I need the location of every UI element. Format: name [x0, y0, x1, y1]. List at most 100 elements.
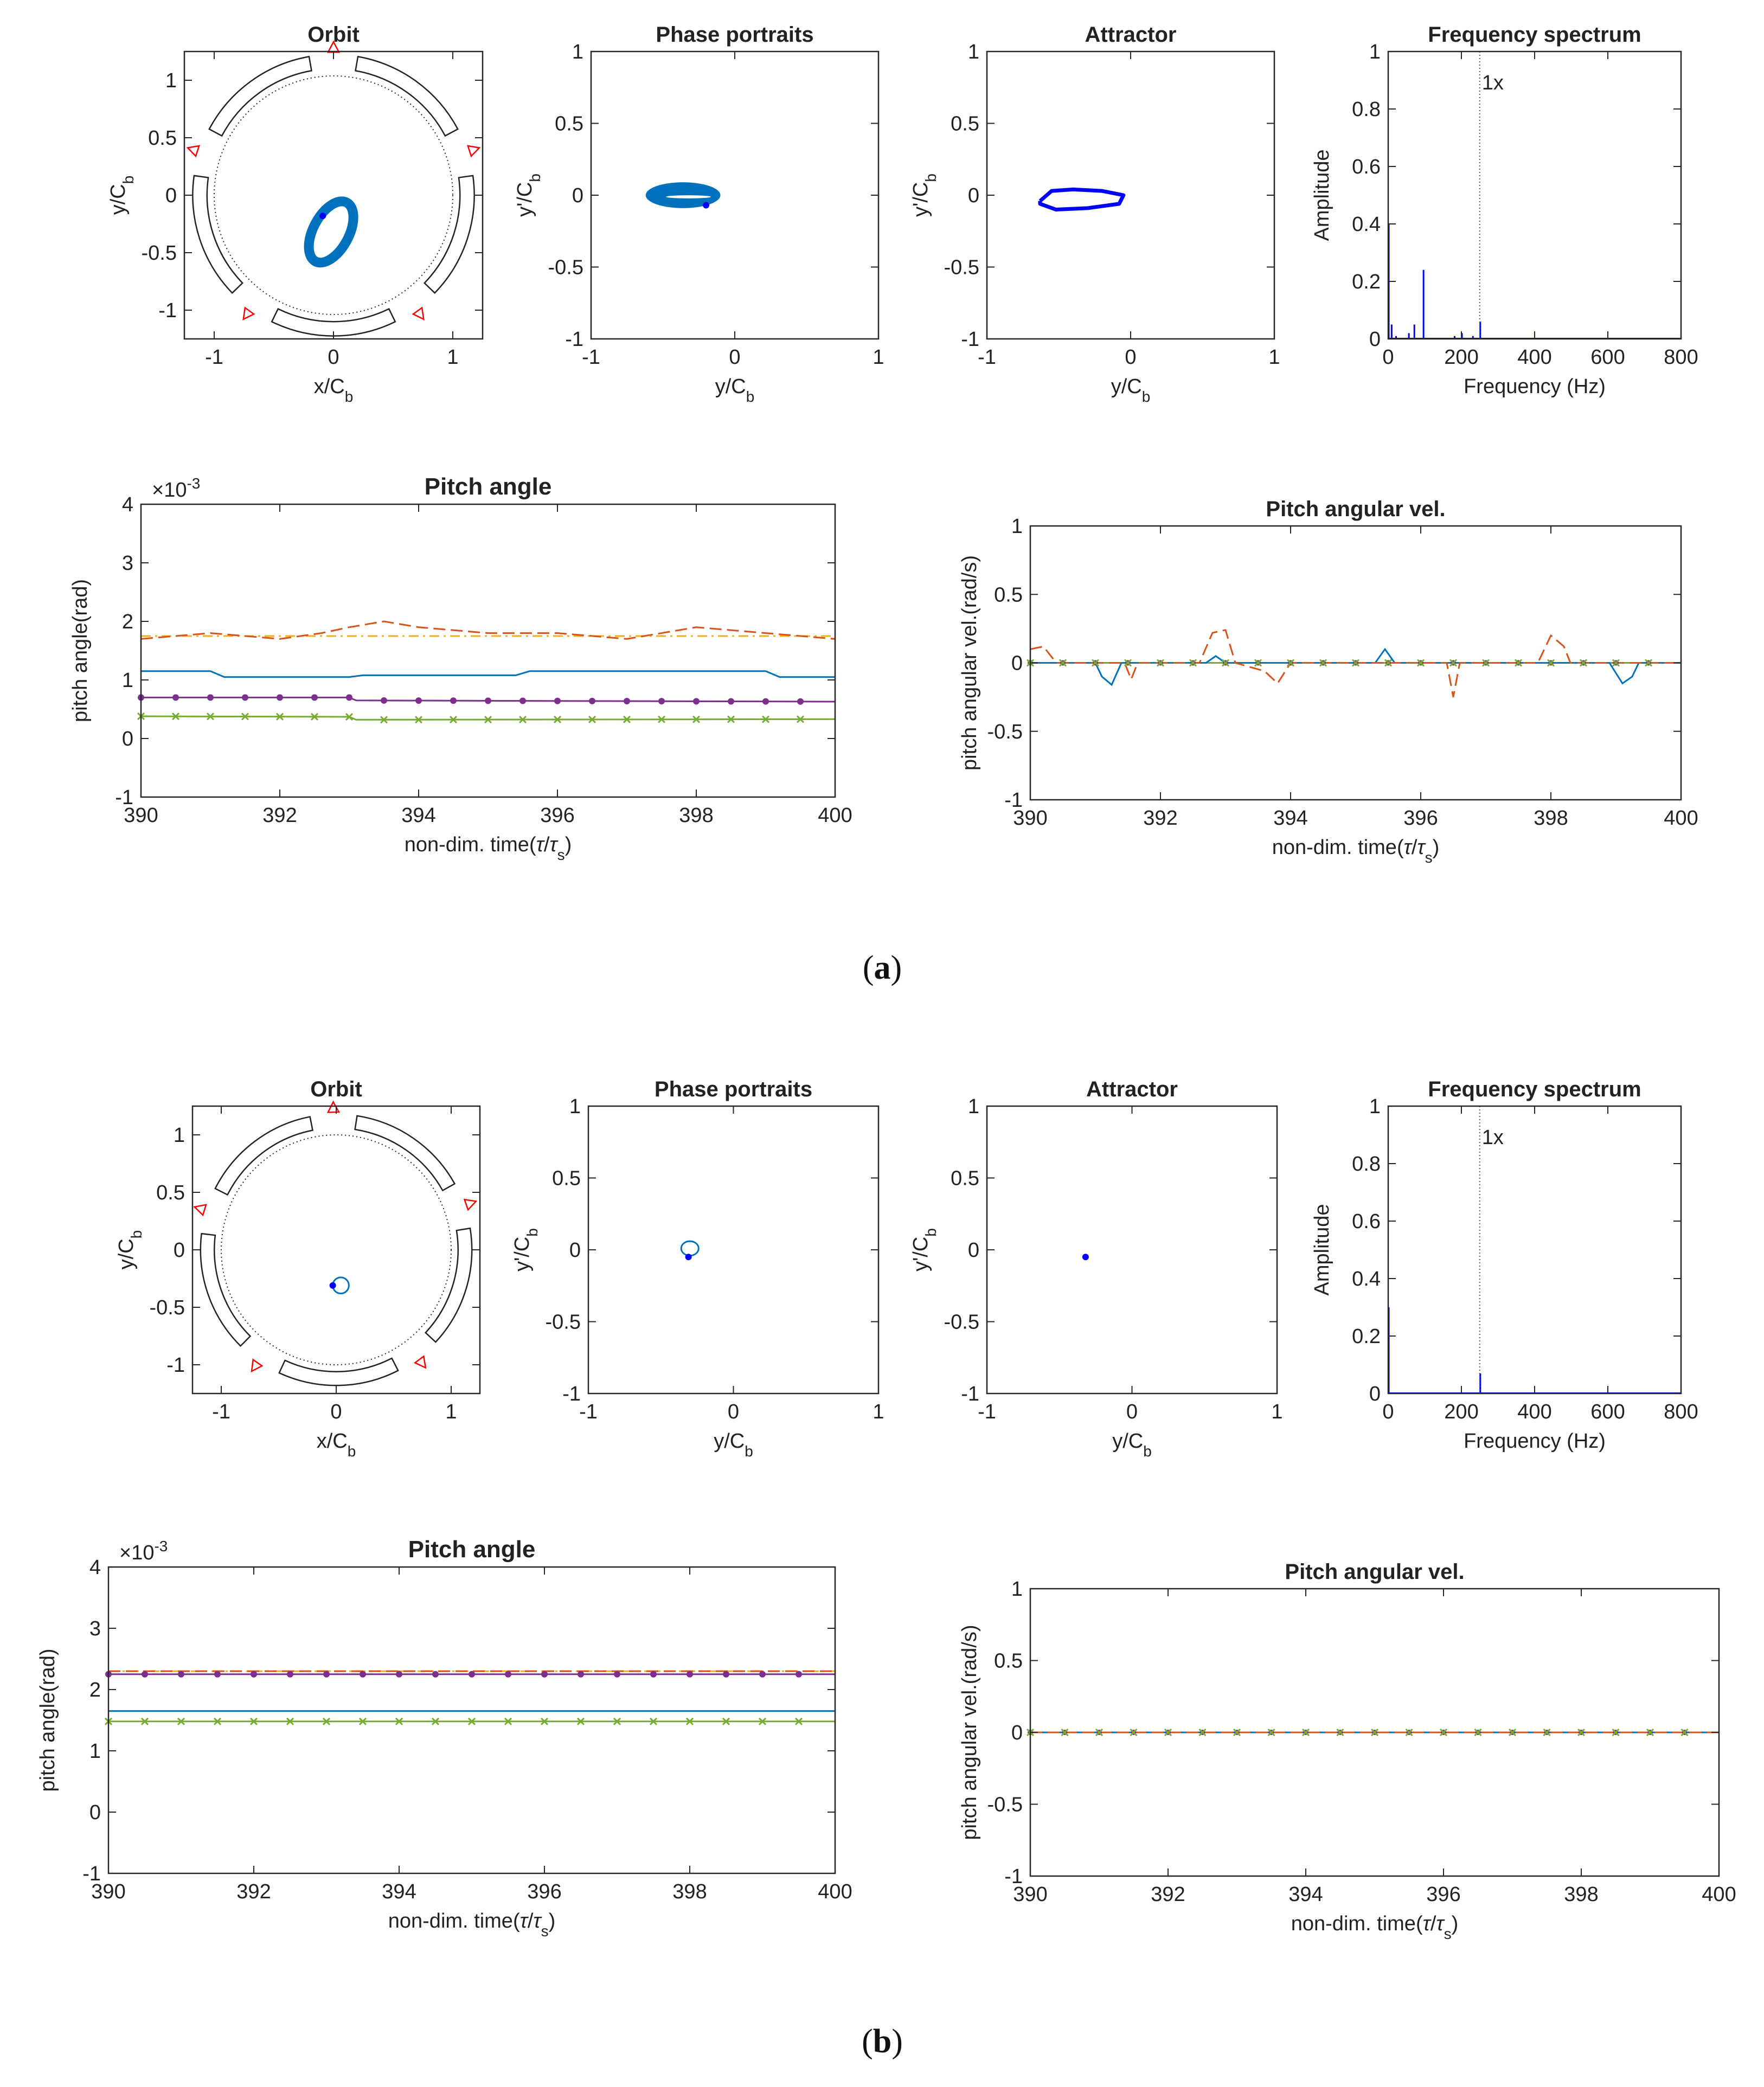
x-tick-label: 390: [91, 1880, 125, 1903]
y-tick-label: 3: [122, 552, 133, 575]
y-tick-label: 0.5: [148, 127, 177, 150]
y-tick-label: -0.5: [150, 1296, 185, 1319]
x-tick-label: 392: [1151, 1883, 1185, 1906]
pitch-marker-cross: [171, 712, 180, 721]
pitch-marker-cross: [380, 716, 388, 724]
phase-trace: [680, 1240, 700, 1257]
x-axis-label-main: y/C: [1112, 1430, 1143, 1453]
y-tick-label: 4: [89, 1556, 101, 1579]
y-tick-label: -0.5: [987, 1794, 1023, 1816]
pitch-marker-cross: [449, 716, 458, 724]
pad-marker: [193, 1204, 207, 1217]
pitch-marker-dot: [251, 1671, 257, 1678]
y-axis-label: pitch angular vel.(rad/s): [958, 555, 981, 770]
x-tick-label: 390: [1013, 807, 1047, 830]
x-tick-label: 1: [447, 346, 458, 369]
pitch-marker-dot: [589, 697, 595, 704]
pitch-marker-dot: [396, 1671, 402, 1678]
pitch-marker-dot: [519, 697, 526, 704]
pitch-marker-cross: [213, 1717, 222, 1725]
pitch-marker-dot: [796, 1671, 802, 1678]
axes-box: [986, 50, 1275, 340]
bearing-pad: [192, 175, 244, 294]
axes-box: [986, 1105, 1278, 1395]
x-tick-label: 200: [1444, 1401, 1478, 1423]
x-tick-label: 0: [330, 1401, 342, 1423]
x-axis-label: y/Cb: [714, 1430, 753, 1460]
y-exponent: ×10-3: [152, 475, 200, 502]
bearing-pad: [271, 307, 396, 337]
y-axis-label-main: y/C: [107, 184, 130, 215]
pitch-marker-cross: [657, 715, 666, 723]
pitch-marker-dot: [723, 1671, 729, 1678]
x-tick-label: 0: [1125, 346, 1136, 369]
x-tick-label: 0: [328, 346, 339, 369]
pitch-marker-cross: [758, 1717, 767, 1725]
x-tick-label: 394: [1273, 807, 1307, 830]
x-axis-label-main: x/C: [314, 375, 345, 398]
velocity-marker-cross: [1370, 1728, 1379, 1737]
pitch-marker-cross: [553, 715, 562, 724]
x-tick-label: 800: [1664, 1401, 1698, 1423]
caption-close: ): [891, 949, 902, 986]
caption-letter: b: [873, 2023, 891, 2060]
x-tick-label: -1: [978, 1401, 996, 1423]
y-axis-label: y'/Cb: [511, 1228, 541, 1272]
x-axis-label-sub: s: [1444, 1925, 1452, 1942]
harmonic-marker-label: 1x: [1482, 72, 1504, 94]
x-tick-label: -1: [582, 346, 600, 369]
pitch-marker-dot: [415, 697, 422, 704]
y-tick-label: 0: [1369, 1383, 1381, 1405]
spectrum-chart: 1x 0 200 400 600 800 1 0.8 0.6 0.4 0.2 0 Frequency s…: [1311, 23, 1698, 398]
y-tick-label: -1: [562, 1383, 581, 1405]
y-tick-label: 1: [572, 41, 583, 63]
velocity-marker-cross: [1091, 659, 1100, 667]
pitch-marker-dot: [277, 694, 283, 701]
x-tick-label: 600: [1590, 1401, 1625, 1423]
y-tick-label: 0.5: [951, 113, 979, 136]
velocity-marker-cross: [1336, 1728, 1344, 1737]
pad-marker: [186, 145, 201, 158]
x-tick-label: 600: [1590, 346, 1625, 369]
y-axis-label: Amplitude: [1311, 150, 1333, 241]
x-axis-label-tau1: τ: [536, 833, 546, 856]
velocity-marker-cross: [1061, 1728, 1069, 1737]
x-tick-label: 400: [1517, 346, 1551, 369]
pitch-series-2: [140, 620, 836, 640]
x-axis-label: non-dim. time(τ/τs): [1272, 836, 1440, 866]
x-tick-label: -1: [205, 346, 223, 369]
pitch-marker-dot: [172, 694, 179, 701]
pitch-marker-cross: [431, 1717, 440, 1725]
current-point: [703, 202, 709, 209]
velocity-marker-cross: [1286, 659, 1295, 667]
y-axis-label: y/Cb: [107, 176, 137, 215]
y-tick-label: 1: [569, 1095, 581, 1118]
y-tick-label: 4: [122, 493, 133, 516]
y-tick-label: 3: [89, 1617, 101, 1640]
y-tick-label: 1: [968, 41, 979, 63]
pitch-marker-dot: [759, 1671, 766, 1678]
x-axis-label-sub: s: [1425, 849, 1433, 866]
pad-marker: [326, 1100, 341, 1113]
pitch-marker-dot: [578, 1671, 584, 1678]
pitch-angle-chart: 390 392 394 396 398 400 4 3 2 1 0 -1 ×10-3 Pitch angl…: [69, 473, 852, 863]
pitch-marker-cross: [692, 715, 701, 723]
y-axis-label-main: y'/C: [909, 1237, 932, 1272]
x-axis-label-slash: /: [1431, 1912, 1436, 1935]
axes-box: [191, 1105, 481, 1395]
x-tick-label: 396: [1426, 1883, 1460, 1906]
velocity-series-2: [1030, 629, 1681, 697]
chart-title: Phase portraits: [655, 1077, 812, 1101]
x-tick-label: 0: [1382, 1401, 1394, 1423]
x-axis-label-slash: /: [1412, 836, 1417, 859]
bearing-pad: [214, 1116, 314, 1196]
y-axis-label-sub: b: [120, 176, 137, 184]
x-tick-label: 400: [1702, 1883, 1736, 1906]
x-axis-label-slash: /: [528, 1910, 534, 1932]
x-tick-label: -1: [579, 1401, 598, 1423]
x-axis-label: x/Cb: [314, 375, 354, 405]
